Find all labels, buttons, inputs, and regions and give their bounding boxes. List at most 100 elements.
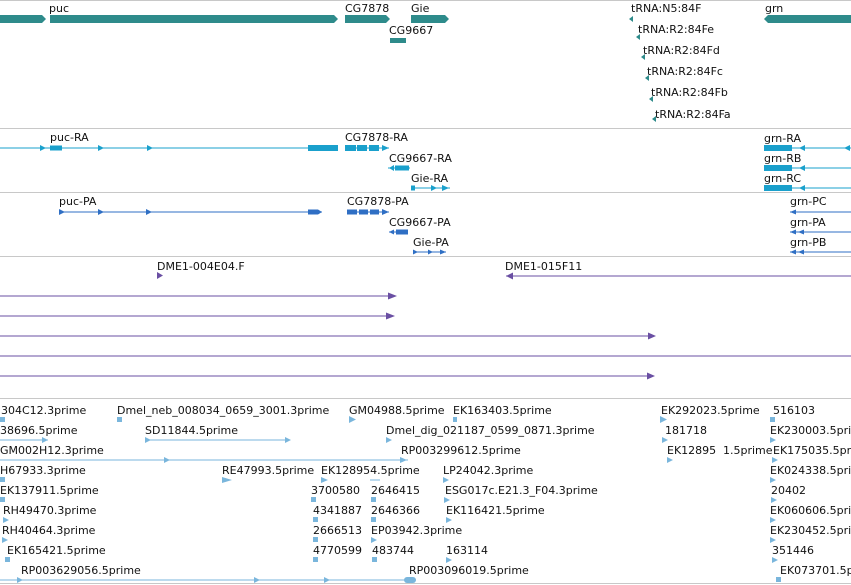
est-glyph[interactable]	[285, 437, 291, 443]
est-feature[interactable]: EK292023.5prime	[660, 404, 760, 423]
est-glyph[interactable]	[770, 517, 776, 523]
clone-end-marker[interactable]	[647, 372, 655, 380]
trna-feature[interactable]: tRNA:R2:84Fc	[645, 65, 723, 81]
clone-end-marker[interactable]	[648, 332, 656, 340]
est-feature[interactable]: EK116421.5prime	[446, 504, 545, 523]
clone-end-marker[interactable]	[388, 292, 397, 300]
protein-feature-Gie-PA[interactable]: Gie-PA	[413, 236, 449, 255]
trna-feature[interactable]: tRNA:R2:84Fa	[652, 108, 731, 122]
trna-glyph[interactable]	[652, 116, 656, 122]
est-glyph[interactable]	[313, 557, 318, 562]
est-glyph[interactable]	[371, 497, 376, 502]
est-glyph[interactable]	[444, 497, 450, 503]
est-glyph[interactable]	[311, 497, 316, 502]
exon-block[interactable]	[50, 145, 62, 151]
est-glyph[interactable]	[324, 577, 330, 583]
est-feature[interactable]: EK230452.5prime	[770, 524, 851, 543]
est-feature[interactable]: EK165421.5prime	[5, 544, 106, 562]
trna-feature[interactable]: tRNA:R2:84Fd	[641, 44, 720, 60]
gene-glyph[interactable]	[390, 38, 406, 43]
est-glyph[interactable]	[117, 417, 122, 422]
est-feature[interactable]: GM04988.5prime	[349, 404, 445, 423]
transcript-feature-CG9667-RA[interactable]: CG9667-RA	[388, 152, 452, 171]
clone-feature[interactable]	[0, 372, 655, 380]
exon-block[interactable]	[345, 145, 356, 151]
est-feature[interactable]: EK073701.5prime	[776, 564, 851, 582]
exon-block[interactable]	[395, 165, 409, 171]
transcript-feature-Gie-RA[interactable]: Gie-RA	[411, 172, 450, 191]
est-feature[interactable]: EK128954.5prime	[321, 464, 420, 483]
est-feature[interactable]: 351446	[772, 544, 814, 563]
trna-feature[interactable]: tRNA:R2:84Fe	[636, 23, 714, 40]
est-glyph[interactable]	[313, 517, 318, 522]
protein-feature-puc-PA[interactable]: puc-PA	[59, 195, 322, 215]
transcript-feature-puc-RA[interactable]: puc-RA	[0, 131, 338, 151]
est-feature[interactable]: 20402	[771, 484, 806, 503]
gene-glyph[interactable]	[345, 15, 390, 23]
est-feature[interactable]: EK163403.5prime	[453, 404, 552, 422]
gene-glyph[interactable]	[764, 15, 851, 23]
est-glyph[interactable]	[145, 437, 151, 443]
est-feature[interactable]: 516103	[770, 404, 815, 422]
est-glyph[interactable]	[771, 497, 777, 503]
est-glyph[interactable]	[321, 477, 328, 483]
est-feature[interactable]: 4341887	[313, 504, 362, 522]
est-feature[interactable]: 483744	[372, 544, 414, 562]
protein-feature-grn-PB[interactable]: grn-PB	[790, 236, 851, 255]
est-glyph[interactable]	[371, 517, 376, 522]
est-glyph[interactable]	[372, 557, 377, 562]
exon-block[interactable]	[764, 145, 792, 151]
est-feature[interactable]: RH49470.3prime	[3, 504, 97, 523]
clone-end-marker[interactable]	[506, 272, 513, 280]
gene-feature-Gie[interactable]: Gie	[411, 2, 449, 23]
est-feature[interactable]: EK230003.5prime	[770, 424, 851, 443]
exon-block[interactable]	[764, 185, 792, 191]
protein-feature-grn-PC[interactable]: grn-PC	[790, 195, 851, 215]
est-feature[interactable]: EK175035.5prime	[772, 444, 851, 463]
cds-block[interactable]	[308, 209, 322, 215]
est-glyph[interactable]	[443, 477, 449, 483]
est-feature[interactable]: EK12895 1.5prime	[667, 444, 773, 463]
est-feature[interactable]: 2646415	[371, 484, 420, 502]
est-glyph[interactable]	[660, 416, 667, 423]
est-glyph[interactable]	[17, 577, 23, 583]
est-feature[interactable]: RP003299612.5prime	[401, 444, 521, 457]
est-feature[interactable]: GM002H12.3prime	[0, 444, 408, 463]
transcript-feature-grn-RC[interactable]: grn-RC	[764, 172, 851, 191]
clone-feature-DME1-015F11[interactable]: DME1-015F11	[505, 260, 851, 280]
est-glyph[interactable]	[453, 417, 457, 422]
protein-feature-grn-PA[interactable]: grn-PA	[790, 216, 851, 235]
est-glyph[interactable]	[667, 457, 673, 463]
est-glyph[interactable]	[400, 457, 407, 463]
est-feature[interactable]: RP003629056.5prime	[0, 564, 416, 583]
trna-glyph[interactable]	[636, 34, 640, 40]
protein-feature-CG9667-PA[interactable]: CG9667-PA	[389, 216, 451, 235]
cds-block[interactable]	[347, 209, 357, 215]
trna-feature[interactable]: tRNA:R2:84Fb	[649, 86, 728, 102]
transcript-feature-grn-RB[interactable]: grn-RB	[764, 152, 851, 171]
gene-feature-CG9667[interactable]: CG9667	[389, 24, 433, 43]
est-feature[interactable]: H67933.3prime	[0, 464, 86, 482]
est-feature[interactable]: RE47993.5prime	[222, 464, 314, 483]
trna-glyph[interactable]	[629, 16, 633, 22]
est-feature[interactable]: LP24042.3prime	[443, 464, 534, 483]
est-feature[interactable]: 2646366	[371, 504, 420, 522]
est-glyph[interactable]	[164, 457, 170, 463]
gene-glyph[interactable]	[411, 15, 449, 23]
est-glyph[interactable]	[371, 537, 377, 543]
est-glyph[interactable]	[0, 497, 5, 502]
est-glyph[interactable]	[446, 557, 452, 563]
est-glyph[interactable]	[770, 417, 775, 422]
exon-block[interactable]	[411, 185, 415, 191]
est-glyph[interactable]	[3, 517, 9, 523]
est-glyph[interactable]	[386, 437, 392, 443]
cds-block[interactable]	[370, 209, 379, 215]
gene-glyph[interactable]	[50, 15, 338, 23]
trna-glyph[interactable]	[649, 96, 653, 102]
est-feature[interactable]: 3700580	[311, 484, 360, 502]
cds-block[interactable]	[396, 229, 408, 235]
est-feature[interactable]: EK137911.5prime	[0, 484, 99, 502]
est-glyph[interactable]	[254, 577, 260, 583]
clone-feature-DME1-004E04.F[interactable]: DME1-004E04.F	[157, 260, 245, 279]
exon-block[interactable]	[764, 165, 792, 171]
